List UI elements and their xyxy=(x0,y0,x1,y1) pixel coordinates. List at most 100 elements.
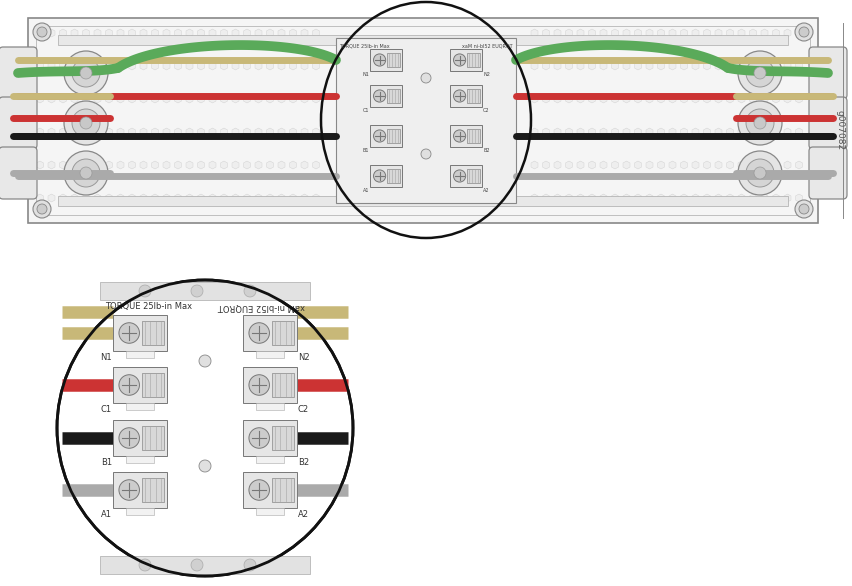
Circle shape xyxy=(799,27,809,37)
Polygon shape xyxy=(129,29,135,37)
Polygon shape xyxy=(658,161,665,169)
Polygon shape xyxy=(48,62,55,70)
Text: B1: B1 xyxy=(101,458,112,467)
Polygon shape xyxy=(531,161,538,169)
Polygon shape xyxy=(94,194,101,202)
Polygon shape xyxy=(267,95,273,103)
Bar xyxy=(142,478,164,502)
Polygon shape xyxy=(566,161,573,169)
Circle shape xyxy=(119,323,140,343)
Polygon shape xyxy=(140,29,147,37)
Polygon shape xyxy=(186,194,193,202)
Circle shape xyxy=(119,480,140,500)
Polygon shape xyxy=(623,29,630,37)
Text: A1: A1 xyxy=(362,188,369,193)
Polygon shape xyxy=(117,95,124,103)
Polygon shape xyxy=(186,29,193,37)
Polygon shape xyxy=(209,29,216,37)
Polygon shape xyxy=(669,62,676,70)
Polygon shape xyxy=(221,95,227,103)
Polygon shape xyxy=(543,95,550,103)
Polygon shape xyxy=(140,95,147,103)
Polygon shape xyxy=(83,62,89,70)
Bar xyxy=(113,367,167,403)
Polygon shape xyxy=(577,128,584,136)
Bar xyxy=(113,420,167,456)
Circle shape xyxy=(199,460,211,472)
Polygon shape xyxy=(646,128,653,136)
Polygon shape xyxy=(773,128,780,136)
Bar xyxy=(256,403,284,410)
Polygon shape xyxy=(669,128,676,136)
Circle shape xyxy=(191,285,203,297)
Bar xyxy=(126,456,154,463)
Polygon shape xyxy=(37,161,43,169)
Polygon shape xyxy=(623,62,630,70)
Polygon shape xyxy=(255,194,262,202)
Circle shape xyxy=(421,149,431,159)
Text: C1: C1 xyxy=(101,405,112,414)
Polygon shape xyxy=(140,62,147,70)
Polygon shape xyxy=(267,128,273,136)
Bar xyxy=(142,321,164,345)
Polygon shape xyxy=(152,62,158,70)
Polygon shape xyxy=(635,62,642,70)
Polygon shape xyxy=(255,128,262,136)
Polygon shape xyxy=(37,95,43,103)
Polygon shape xyxy=(554,161,561,169)
Polygon shape xyxy=(37,62,43,70)
Polygon shape xyxy=(94,29,101,37)
Polygon shape xyxy=(290,62,296,70)
Bar xyxy=(370,49,402,71)
Polygon shape xyxy=(761,194,768,202)
Polygon shape xyxy=(589,128,596,136)
Polygon shape xyxy=(48,194,55,202)
Polygon shape xyxy=(658,194,665,202)
Circle shape xyxy=(795,23,813,41)
Polygon shape xyxy=(750,128,757,136)
Polygon shape xyxy=(635,194,642,202)
Polygon shape xyxy=(704,62,711,70)
Circle shape xyxy=(453,90,466,102)
Circle shape xyxy=(72,159,100,187)
Bar xyxy=(100,556,310,574)
Bar xyxy=(113,315,167,351)
Polygon shape xyxy=(692,29,699,37)
Polygon shape xyxy=(221,161,227,169)
Polygon shape xyxy=(773,62,780,70)
Polygon shape xyxy=(692,62,699,70)
Polygon shape xyxy=(773,95,780,103)
Polygon shape xyxy=(704,128,711,136)
Polygon shape xyxy=(704,29,711,37)
Text: B1: B1 xyxy=(362,148,369,153)
Bar xyxy=(142,426,164,450)
Polygon shape xyxy=(543,128,550,136)
Polygon shape xyxy=(577,29,584,37)
Bar xyxy=(243,315,297,351)
Bar xyxy=(243,420,297,456)
Polygon shape xyxy=(554,29,561,37)
Bar xyxy=(28,18,818,223)
Polygon shape xyxy=(646,29,653,37)
Polygon shape xyxy=(784,194,791,202)
Circle shape xyxy=(80,167,92,179)
Polygon shape xyxy=(106,161,112,169)
Polygon shape xyxy=(232,95,239,103)
Circle shape xyxy=(249,323,269,343)
Polygon shape xyxy=(83,95,89,103)
Polygon shape xyxy=(635,161,642,169)
Polygon shape xyxy=(60,29,66,37)
Polygon shape xyxy=(117,128,124,136)
Polygon shape xyxy=(577,161,584,169)
Polygon shape xyxy=(531,128,538,136)
Polygon shape xyxy=(152,194,158,202)
Polygon shape xyxy=(117,62,124,70)
Polygon shape xyxy=(152,128,158,136)
Polygon shape xyxy=(83,194,89,202)
Polygon shape xyxy=(60,95,66,103)
Text: N2: N2 xyxy=(483,72,490,77)
Polygon shape xyxy=(209,128,216,136)
Polygon shape xyxy=(543,194,550,202)
Polygon shape xyxy=(48,128,55,136)
Text: C1: C1 xyxy=(362,108,369,113)
